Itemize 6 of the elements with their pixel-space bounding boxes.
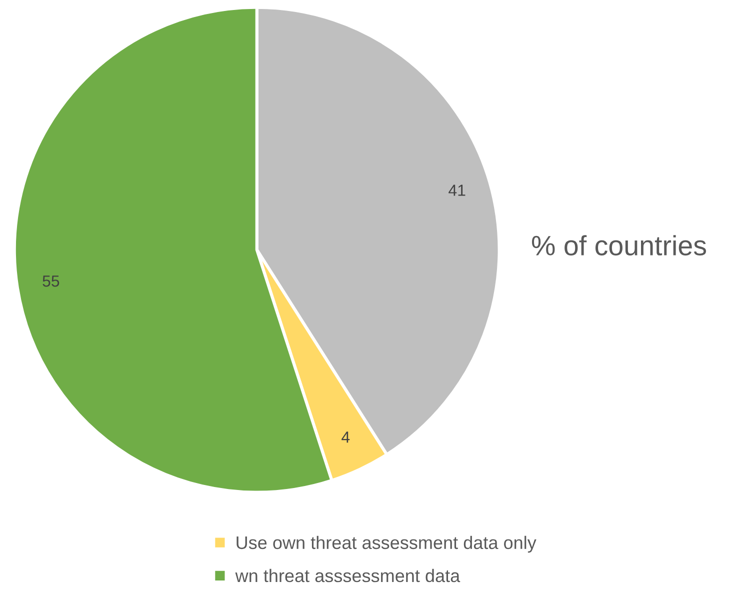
data-label: 55 [42,276,60,287]
legend-label: wn threat asssessment data [235,568,460,582]
text: % of countries [532,235,706,256]
data-label: 4 [342,432,350,443]
data-label: 41 [448,184,466,196]
legend-label: Use own threat assessment data only [236,536,536,553]
